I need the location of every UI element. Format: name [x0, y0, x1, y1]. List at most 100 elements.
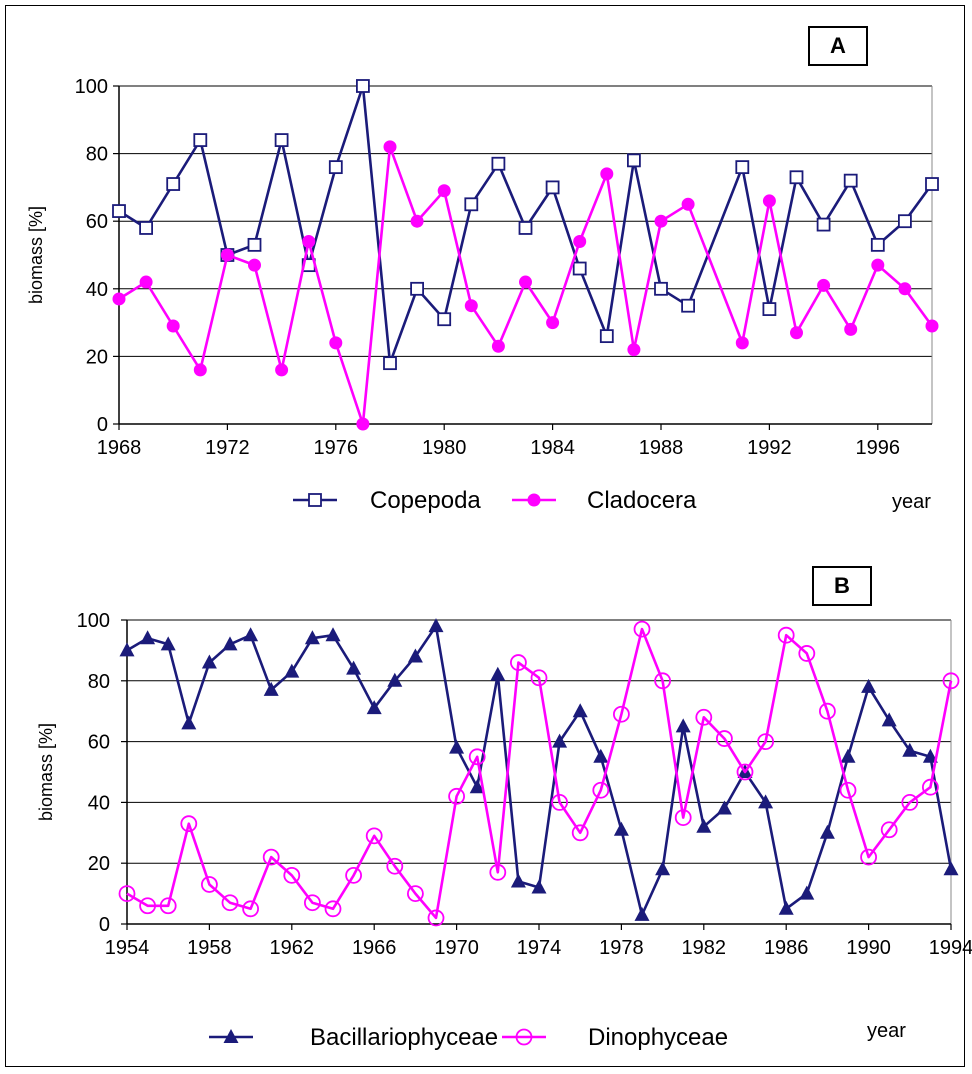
data-point: [140, 630, 156, 645]
data-point: [654, 214, 668, 228]
data-point: [112, 292, 126, 306]
data-point: [275, 363, 289, 377]
series-dinophyceae: [118, 620, 960, 927]
x-tick-label: 1982: [682, 937, 727, 959]
data-point: [599, 329, 614, 344]
data-point: [356, 417, 370, 431]
x-axis-label: year: [867, 1020, 906, 1042]
data-point: [510, 654, 527, 671]
x-tick-label: 1986: [764, 937, 809, 959]
data-point: [365, 827, 383, 845]
x-tick-label: 1984: [530, 437, 575, 459]
data-point: [166, 319, 180, 333]
data-point: [925, 177, 939, 191]
data-point: [681, 298, 695, 313]
y-tick-label: 80: [86, 144, 108, 166]
data-point: [552, 733, 568, 748]
data-point: [816, 217, 831, 232]
data-point: [383, 140, 397, 154]
data-point: [248, 258, 261, 272]
data-point: [160, 636, 176, 651]
x-tick-label: 1980: [422, 437, 467, 459]
data-point: [491, 339, 505, 353]
data-point: [654, 672, 671, 690]
data-point: [757, 733, 774, 750]
data-point: [448, 787, 466, 805]
x-tick-label: 1970: [434, 937, 479, 959]
data-point: [159, 897, 177, 915]
panel-label-b: B: [812, 566, 872, 606]
x-tick-label: 1994: [929, 937, 972, 959]
chart-panel-a: 0 20 40 60 80 100 1968 1972 1976 1980 1984 1988 1992…: [26, 76, 939, 514]
data-point: [119, 642, 135, 657]
data-point: [861, 678, 877, 693]
x-tick-label: 1992: [747, 437, 792, 459]
data-point: [221, 894, 239, 912]
y-axis-label: biomass [%]: [36, 723, 56, 821]
legend-marker: [527, 493, 541, 507]
data-point: [406, 885, 424, 902]
data-point: [600, 167, 614, 181]
data-point: [922, 748, 938, 763]
series-bacillariophyceae: [119, 618, 959, 921]
data-point: [263, 681, 279, 696]
data-point: [490, 666, 506, 681]
data-point: [427, 909, 445, 927]
data-point: [839, 781, 857, 799]
x-tick-label: 1974: [517, 937, 562, 959]
data-point: [383, 356, 397, 371]
x-tick-label: 1978: [599, 937, 644, 959]
data-point: [736, 763, 754, 781]
data-point: [325, 627, 341, 642]
data-point: [551, 794, 568, 811]
x-tick-label: 1990: [846, 937, 891, 959]
data-point: [696, 818, 712, 833]
data-point: [449, 739, 465, 754]
data-point: [437, 184, 451, 198]
data-point: [274, 133, 289, 147]
data-point: [572, 261, 587, 276]
y-tick-label: 100: [75, 76, 108, 98]
figure-frame: [5, 5, 965, 1067]
data-point: [222, 636, 238, 651]
data-point: [778, 900, 794, 915]
data-point: [387, 672, 403, 687]
legend-marker: [515, 1028, 533, 1046]
data-point: [655, 861, 671, 876]
data-point: [262, 848, 280, 866]
data-point: [898, 214, 912, 229]
data-point: [898, 282, 912, 296]
data-point: [329, 336, 343, 350]
data-point: [675, 718, 691, 733]
data-point: [464, 299, 478, 313]
data-point: [428, 618, 444, 633]
data-point: [530, 669, 548, 687]
series-cladocera: [112, 140, 939, 431]
legend-label: Dinophyceae: [588, 1024, 728, 1051]
x-tick-label: 1988: [639, 437, 684, 459]
data-point: [627, 343, 641, 357]
data-point: [777, 626, 795, 644]
data-point: [464, 197, 479, 212]
x-tick-label: 1972: [205, 437, 250, 459]
data-point: [193, 133, 208, 147]
data-point: [220, 248, 234, 262]
data-point: [410, 214, 424, 228]
data-point: [139, 897, 157, 915]
data-point: [324, 900, 342, 918]
data-point: [762, 194, 776, 208]
data-point: [139, 275, 153, 289]
data-point: [735, 160, 750, 175]
data-point: [410, 281, 425, 296]
data-point: [634, 906, 650, 921]
legend-marker: [223, 1029, 239, 1043]
data-point: [901, 794, 919, 811]
data-point: [573, 234, 587, 248]
data-point: [407, 648, 423, 663]
data-point: [201, 654, 217, 669]
legend-entry-copepoda: Copepoda: [293, 487, 481, 514]
x-tick-label: 1996: [856, 437, 901, 459]
data-point: [346, 660, 362, 675]
data-point: [518, 221, 533, 235]
data-point: [572, 703, 588, 718]
